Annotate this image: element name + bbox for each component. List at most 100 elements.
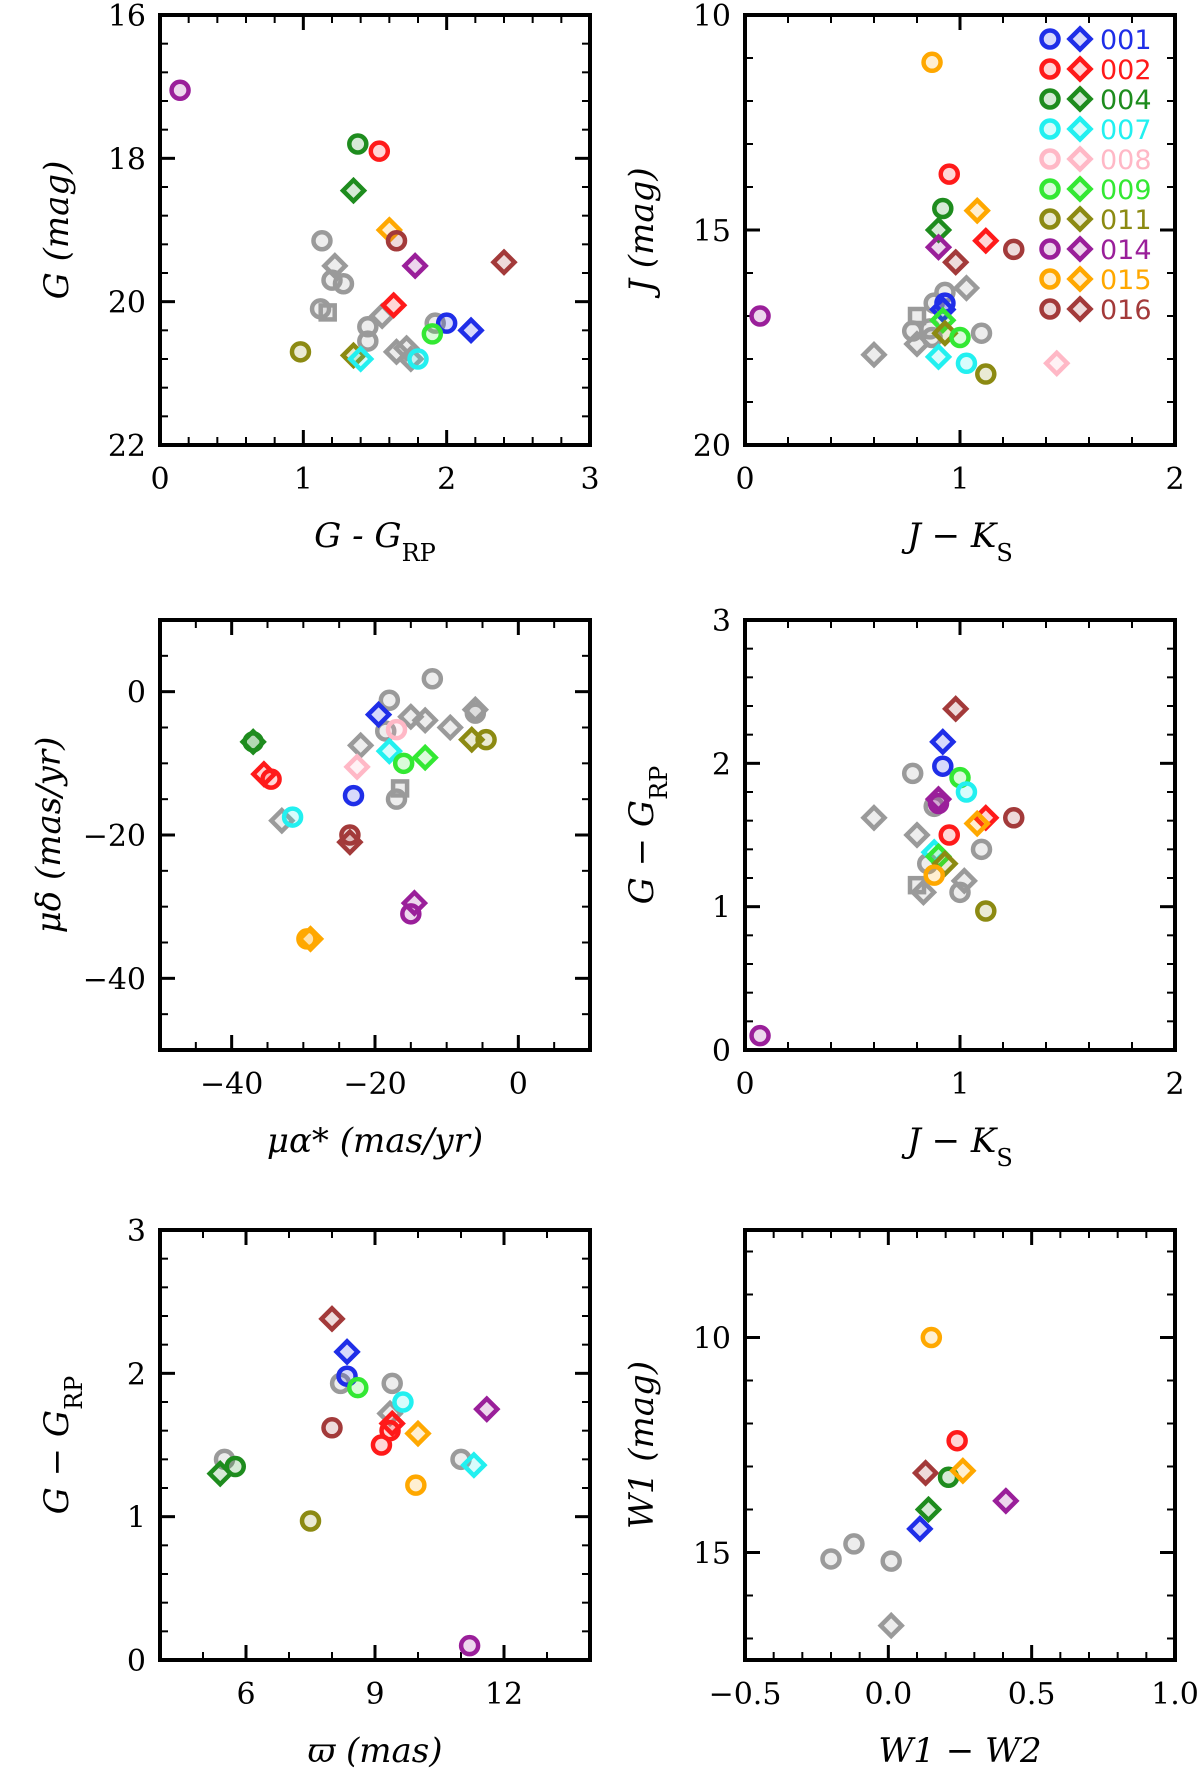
data-point-007 (924, 343, 953, 371)
data-point-002 (260, 768, 282, 790)
data-point-008 (1043, 349, 1071, 377)
data-point-007 (346, 345, 375, 373)
data-point-002 (368, 140, 391, 162)
legend-label-001: 001 (1100, 25, 1152, 56)
x-tick-label: 0 (509, 1067, 528, 1102)
data-point-007 (281, 806, 304, 828)
data-point-007 (955, 781, 978, 803)
legend-label-004: 004 (1100, 85, 1152, 116)
data-point-014 (401, 252, 429, 280)
y-tick-label: 20 (693, 429, 731, 464)
legend-label-014: 014 (1100, 235, 1152, 266)
legend-marker-circle-008 (1039, 148, 1061, 170)
data-point-016 (942, 248, 970, 276)
data-point-field (877, 1611, 905, 1640)
legend-marker-diamond-011 (1066, 205, 1094, 233)
chart-panel-1: 0 1 2 3 16 18 20 22 G - GRP G (mag) (37, 0, 600, 567)
data-point-007 (955, 352, 978, 375)
data-point-015 (296, 925, 325, 953)
data-point-008 (385, 718, 408, 741)
y-tick-label: 15 (693, 214, 731, 249)
data-point-field (381, 1372, 403, 1395)
legend-marker-circle-011 (1039, 208, 1061, 230)
y-tick-label: 18 (108, 142, 146, 177)
data-point-002 (938, 163, 960, 185)
x-tick-label: 12 (485, 1677, 523, 1712)
x-tick-label: −40 (200, 1067, 263, 1102)
data-point-field (346, 731, 375, 760)
legend-marker-circle-014 (1039, 238, 1061, 260)
data-point-004 (924, 216, 953, 244)
legend-label-011: 011 (1100, 205, 1152, 236)
x-tick-label: 2 (1165, 462, 1184, 497)
plot-frame (158, 13, 592, 447)
data-point-field (970, 322, 993, 344)
data-point-field (436, 713, 464, 742)
data-point-field (970, 838, 993, 861)
plot-frame (743, 618, 1177, 1052)
data-point-015 (923, 864, 945, 886)
data-point-011 (975, 363, 997, 385)
data-point-004 (914, 1495, 943, 1524)
plot-frame (158, 618, 592, 1052)
y-tick-label: 0 (127, 1644, 146, 1679)
x-tick-label: 0 (735, 462, 754, 497)
data-point-016 (911, 1459, 940, 1487)
data-point-009 (411, 743, 439, 772)
y-axis-label: W1 (mag) (622, 1361, 662, 1529)
data-point-field (411, 706, 439, 735)
data-point-014 (927, 792, 950, 815)
data-point-002 (370, 1434, 393, 1456)
data-point-field (357, 330, 379, 352)
x-tick-label: 0 (150, 462, 169, 497)
data-point-016 (336, 828, 364, 856)
chart-panel-6: −0.5 0.0 0.5 1.0 10 15 W1 − W2 W1 (mag) (622, 1228, 1199, 1771)
data-point-004 (339, 176, 368, 205)
data-point-field (318, 303, 337, 322)
data-point-016 (1003, 238, 1025, 261)
data-point-field (843, 1533, 865, 1555)
y-axis-label: J (mag) (622, 167, 662, 298)
data-point-016 (490, 248, 518, 276)
y-tick-label: 2 (712, 747, 731, 782)
data-point-004 (239, 728, 267, 756)
x-axis-label: J − KS (901, 516, 1013, 567)
legend-marker-circle-015 (1039, 268, 1061, 290)
y-tick-label: 1 (127, 1501, 146, 1536)
x-axis-label: μα* (mas/yr) (267, 1121, 483, 1161)
data-point-014 (169, 79, 191, 101)
data-point-014 (924, 233, 953, 261)
x-tick-label: 2 (437, 462, 456, 497)
y-tick-label: 0 (127, 676, 146, 711)
chart-panel-4: 0 1 2 0 1 2 3 J − KS G − GRP (622, 604, 1185, 1172)
data-point-field (390, 779, 410, 798)
data-point-014 (400, 903, 422, 925)
data-point-016 (942, 695, 970, 723)
data-point-007 (460, 1451, 488, 1479)
x-tick-label: 2 (1165, 1067, 1184, 1102)
x-tick-label: 0 (735, 1067, 754, 1102)
legend-label-007: 007 (1100, 115, 1152, 146)
data-point-field (949, 881, 971, 904)
data-point-015 (405, 1474, 427, 1496)
y-tick-label: 2 (127, 1357, 146, 1392)
data-point-field (880, 1550, 902, 1572)
data-point-014 (749, 1024, 771, 1047)
data-point-014 (992, 1487, 1020, 1515)
data-point-001 (342, 784, 365, 807)
x-axis-label: J − KS (901, 1121, 1013, 1172)
x-tick-label: 1.0 (1151, 1677, 1199, 1712)
data-point-field (378, 689, 401, 712)
data-point-001 (932, 755, 954, 777)
data-point-field (464, 702, 487, 724)
data-point-014 (458, 1634, 481, 1657)
legend-label-008: 008 (1100, 145, 1152, 176)
data-point-011 (475, 728, 497, 751)
data-point-field (357, 316, 379, 338)
y-axis-label: G (mag) (37, 161, 77, 300)
data-point-field (901, 762, 924, 785)
y-tick-label: −20 (83, 819, 146, 854)
y-tick-label: 0 (712, 1034, 731, 1069)
